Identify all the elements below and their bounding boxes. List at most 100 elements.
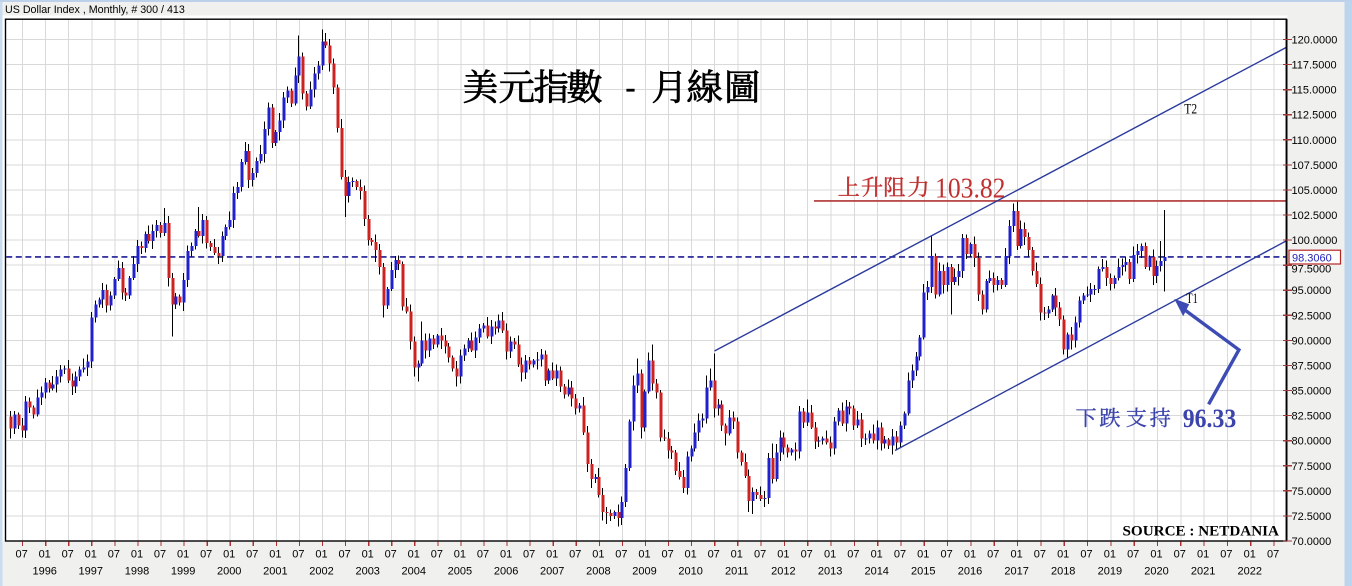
svg-text:07: 07 [292, 549, 304, 561]
svg-text:2018: 2018 [1051, 566, 1075, 578]
svg-text:01: 01 [500, 549, 512, 561]
svg-text:01: 01 [454, 549, 466, 561]
svg-text:103.82: 103.82 [935, 173, 1006, 204]
svg-text:70.0000: 70.0000 [1292, 536, 1332, 548]
svg-text:115.0000: 115.0000 [1292, 85, 1337, 97]
svg-text:2011: 2011 [725, 566, 749, 578]
svg-text:01: 01 [1104, 549, 1116, 561]
svg-text:07: 07 [154, 549, 166, 561]
svg-text:07: 07 [940, 549, 952, 561]
svg-text:SOURCE : NETDANIA: SOURCE : NETDANIA [1123, 522, 1280, 539]
svg-text:07: 07 [1034, 549, 1046, 561]
svg-text:2006: 2006 [494, 566, 518, 578]
svg-text:2001: 2001 [263, 566, 287, 578]
svg-text:01: 01 [223, 549, 235, 561]
svg-text:01: 01 [871, 549, 883, 561]
svg-text:2010: 2010 [678, 566, 702, 578]
svg-text:2004: 2004 [402, 566, 426, 578]
svg-text:01: 01 [777, 549, 789, 561]
svg-text:98.3060: 98.3060 [1292, 252, 1332, 264]
svg-text:1996: 1996 [32, 566, 56, 578]
svg-text:87.5000: 87.5000 [1292, 361, 1332, 373]
svg-text:07: 07 [523, 549, 535, 561]
svg-text:75.0000: 75.0000 [1292, 486, 1332, 498]
svg-text:US Dollar Index , Monthly, # 3: US Dollar Index , Monthly, # 300 / 413 [5, 4, 185, 16]
svg-text:2019: 2019 [1098, 566, 1122, 578]
svg-text:07: 07 [661, 549, 673, 561]
svg-text:01: 01 [917, 549, 929, 561]
svg-text:2021: 2021 [1191, 566, 1215, 578]
svg-text:100.0000: 100.0000 [1292, 235, 1338, 247]
svg-text:90.0000: 90.0000 [1292, 335, 1332, 347]
svg-text:120.0000: 120.0000 [1292, 35, 1338, 47]
svg-text:2017: 2017 [1004, 566, 1028, 578]
svg-text:07: 07 [431, 549, 443, 561]
svg-text:07: 07 [847, 549, 859, 561]
svg-text:2009: 2009 [632, 566, 656, 578]
svg-text:110.0000: 110.0000 [1292, 135, 1337, 147]
svg-text:01: 01 [177, 549, 189, 561]
svg-text:97.5000: 97.5000 [1292, 264, 1332, 276]
svg-text:01: 01 [85, 549, 97, 561]
svg-text:07: 07 [477, 549, 489, 561]
svg-text:01: 01 [964, 549, 976, 561]
svg-text:2003: 2003 [355, 566, 379, 578]
svg-text:2013: 2013 [818, 566, 842, 578]
svg-text:07: 07 [708, 549, 720, 561]
svg-text:07: 07 [108, 549, 120, 561]
svg-text:07: 07 [615, 549, 627, 561]
svg-text:07: 07 [15, 549, 27, 561]
svg-text:2022: 2022 [1238, 566, 1262, 578]
svg-text:01: 01 [362, 549, 374, 561]
svg-text:07: 07 [894, 549, 906, 561]
svg-text:2002: 2002 [309, 566, 333, 578]
svg-text:T2: T2 [1184, 102, 1197, 118]
svg-text:2007: 2007 [540, 566, 564, 578]
svg-text:105.0000: 105.0000 [1292, 185, 1338, 197]
svg-text:07: 07 [1127, 549, 1139, 561]
svg-text:2016: 2016 [958, 566, 982, 578]
svg-text:07: 07 [338, 549, 350, 561]
svg-text:2012: 2012 [771, 566, 795, 578]
svg-text:107.5000: 107.5000 [1292, 160, 1338, 172]
svg-text:117.5000: 117.5000 [1292, 60, 1337, 72]
svg-text:112.5000: 112.5000 [1292, 110, 1337, 122]
svg-text:85.0000: 85.0000 [1292, 386, 1332, 398]
svg-text:2005: 2005 [448, 566, 472, 578]
svg-text:01: 01 [1197, 549, 1209, 561]
svg-text:01: 01 [269, 549, 281, 561]
svg-text:07: 07 [62, 549, 74, 561]
svg-text:07: 07 [385, 549, 397, 561]
svg-text:77.5000: 77.5000 [1292, 461, 1332, 473]
svg-text:07: 07 [987, 549, 999, 561]
svg-text:2020: 2020 [1144, 566, 1168, 578]
svg-text:92.5000: 92.5000 [1292, 310, 1332, 322]
svg-text:01: 01 [824, 549, 836, 561]
svg-text:07: 07 [801, 549, 813, 561]
svg-text:2015: 2015 [911, 566, 935, 578]
svg-text:01: 01 [731, 549, 743, 561]
svg-text:1999: 1999 [171, 566, 195, 578]
svg-text:01: 01 [684, 549, 696, 561]
svg-text:96.33: 96.33 [1183, 404, 1236, 433]
svg-text:82.5000: 82.5000 [1292, 411, 1332, 423]
svg-text:01: 01 [1057, 549, 1069, 561]
svg-text:80.0000: 80.0000 [1292, 436, 1332, 448]
svg-text:07: 07 [1174, 549, 1186, 561]
svg-text:72.5000: 72.5000 [1292, 511, 1332, 523]
svg-text:07: 07 [246, 549, 258, 561]
svg-text:01: 01 [1244, 549, 1256, 561]
svg-text:2014: 2014 [864, 566, 888, 578]
svg-text:07: 07 [1220, 549, 1232, 561]
svg-text:01: 01 [638, 549, 650, 561]
svg-text:01: 01 [39, 549, 51, 561]
svg-text:07: 07 [200, 549, 212, 561]
svg-text:01: 01 [592, 549, 604, 561]
svg-text:01: 01 [315, 549, 327, 561]
svg-text:01: 01 [1010, 549, 1022, 561]
svg-text:01: 01 [408, 549, 420, 561]
svg-text:1998: 1998 [125, 566, 149, 578]
svg-text:102.5000: 102.5000 [1292, 210, 1338, 222]
svg-text:07: 07 [1267, 549, 1279, 561]
svg-text:07: 07 [1080, 549, 1092, 561]
